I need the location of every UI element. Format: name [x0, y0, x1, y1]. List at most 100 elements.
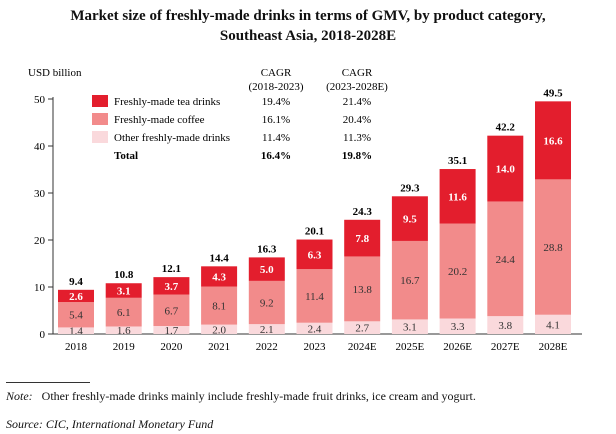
data-label: 5.0 [260, 264, 274, 276]
cagr-value: 16.1% [262, 114, 290, 126]
total-label: 14.4 [209, 252, 229, 264]
data-label: 2.1 [260, 324, 274, 336]
x-tick-label: 2018 [65, 341, 88, 353]
bar-segment [201, 324, 238, 334]
total-label: 20.1 [305, 226, 324, 238]
cagr-value: 11.3% [343, 132, 371, 144]
source: Source: CIC, International Monetary Fund [6, 417, 213, 432]
bar-segment [248, 257, 285, 281]
bar-segment [153, 326, 190, 334]
y-tick-label: 0 [40, 329, 46, 341]
bar-segment [296, 239, 333, 270]
bar-segment [391, 240, 428, 320]
total-cagr: 19.8% [342, 150, 372, 162]
bar-segment [296, 269, 333, 323]
total-label: 16.3 [257, 243, 277, 255]
bar-segment [439, 169, 476, 224]
x-tick-label: 2024E [348, 341, 377, 353]
data-label: 6.3 [308, 249, 322, 261]
cagr-header: CAGR [261, 67, 292, 79]
total-label: 9.4 [69, 276, 83, 288]
footnote: Note: Other freshly-made drinks mainly i… [6, 389, 476, 404]
cagr-value: 20.4% [343, 114, 371, 126]
total-label: 35.1 [448, 155, 467, 167]
y-axis-label: USD billion [28, 67, 82, 79]
data-label: 3.8 [498, 320, 512, 332]
cagr-value: 19.4% [262, 96, 290, 108]
cagr-header-period: (2023-2028E) [326, 81, 388, 93]
bar-segment [201, 266, 238, 287]
data-label: 6.1 [117, 307, 131, 319]
bar-segment [58, 302, 94, 328]
y-tick-label: 30 [34, 188, 46, 200]
data-label: 24.4 [496, 254, 516, 266]
total-cagr: 16.4% [261, 150, 291, 162]
data-label: 2.6 [69, 291, 83, 303]
data-label: 2.0 [212, 324, 226, 336]
x-tick-label: 2021 [208, 341, 230, 353]
bar-segment [487, 316, 524, 334]
data-label: 1.4 [69, 326, 83, 338]
data-label: 13.8 [353, 284, 373, 296]
total-label: 49.5 [543, 87, 563, 99]
data-label: 8.1 [212, 301, 226, 313]
bar-segment [535, 101, 571, 180]
bar-segment [344, 256, 381, 322]
total-label: 12.1 [162, 263, 181, 275]
total-label: 24.3 [353, 206, 373, 218]
cagr-value: 21.4% [343, 96, 371, 108]
bar-segment [153, 277, 190, 295]
bar-segment [344, 219, 381, 257]
chart-title: Market size of freshly-made drinks in te… [70, 8, 546, 24]
data-label: 3.1 [117, 286, 131, 298]
x-tick-label: 2020 [160, 341, 183, 353]
data-label: 9.2 [260, 298, 274, 310]
legend-label: Other freshly-made drinks [114, 132, 230, 144]
data-label: 4.3 [212, 271, 226, 283]
bar-segment [105, 326, 142, 334]
data-label: 3.3 [451, 321, 465, 333]
data-label: 16.6 [543, 135, 563, 147]
bar-segment [105, 297, 142, 327]
x-tick-label: 2028E [539, 341, 568, 353]
data-label: 1.7 [165, 325, 179, 337]
note-text: Other freshly-made drinks mainly include… [41, 389, 476, 403]
data-label: 28.8 [543, 242, 563, 254]
bar-segment [153, 294, 190, 327]
bar-segment [296, 322, 333, 334]
legend-swatch [92, 131, 108, 143]
x-tick-label: 2023 [304, 341, 327, 353]
legend-label: Freshly-made tea drinks [114, 96, 220, 108]
total-label: 10.8 [114, 269, 134, 281]
footnote-divider [6, 382, 90, 383]
bar-segment [535, 314, 571, 334]
total-label: 42.2 [496, 122, 516, 134]
legend-label: Freshly-made coffee [114, 114, 205, 126]
bar-segment [439, 223, 476, 319]
x-tick-label: 2025E [396, 341, 425, 353]
cagr-header: CAGR [342, 67, 373, 79]
data-label: 3.1 [403, 322, 417, 334]
total-row-label: Total [114, 150, 138, 162]
bar-segment [344, 321, 381, 334]
x-tick-label: 2026E [443, 341, 472, 353]
data-label: 3.7 [165, 281, 179, 293]
cagr-header-period: (2018-2023) [249, 81, 304, 93]
data-label: 7.8 [355, 233, 369, 245]
stacked-bar-chart: USD billion 0 10 20 30 40 50 1.4 5.4 2.6 9.4 2018 1.… [28, 67, 582, 353]
bar-segment [58, 289, 94, 303]
x-tick-label: 2019 [113, 341, 136, 353]
data-label: 2.4 [308, 323, 322, 335]
data-label: 16.7 [400, 275, 420, 287]
data-label: 11.4 [305, 291, 324, 303]
bar-segment [535, 179, 571, 315]
bar-segment [391, 196, 428, 241]
data-label: 9.5 [403, 214, 417, 226]
y-tick-label: 10 [34, 282, 46, 294]
bar-segment [487, 135, 524, 202]
bar-segment [439, 318, 476, 334]
data-label: 1.6 [117, 325, 131, 337]
bar-segment [201, 286, 238, 325]
x-tick-label: 2022 [256, 341, 278, 353]
